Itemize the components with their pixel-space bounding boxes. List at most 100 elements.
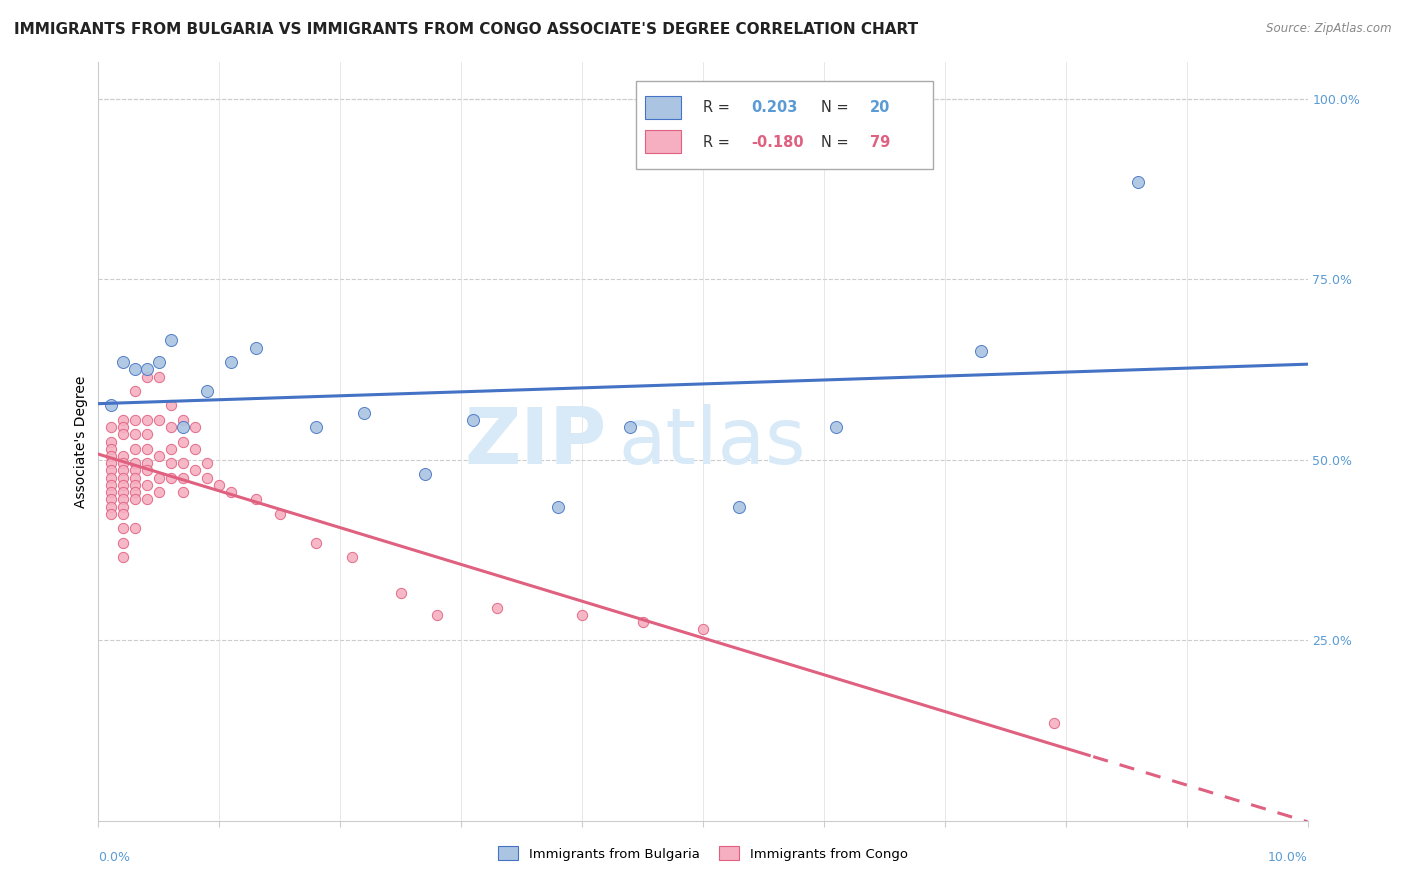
Point (1042, 716, 1064, 731)
Point (619, 420, 641, 434)
Point (160, 399, 183, 413)
Point (124, 413, 146, 427)
Point (389, 586, 412, 600)
Text: atlas: atlas (619, 403, 806, 480)
Point (547, 500, 569, 514)
Point (305, 420, 328, 434)
Point (100, 507, 122, 521)
Point (111, 485, 134, 500)
Point (148, 355, 170, 369)
Point (486, 600, 509, 615)
Point (111, 521, 134, 535)
Text: N =: N = (821, 101, 853, 115)
Point (148, 485, 170, 500)
Point (111, 550, 134, 565)
Point (100, 500, 122, 514)
Point (111, 470, 134, 484)
Point (172, 470, 194, 484)
Point (160, 456, 183, 470)
Point (426, 607, 449, 622)
Point (172, 420, 194, 434)
Point (195, 456, 218, 470)
Point (353, 406, 375, 420)
Text: -0.180: -0.180 (751, 135, 804, 150)
Point (135, 478, 157, 492)
Point (111, 492, 134, 507)
Text: 0.0%: 0.0% (98, 851, 131, 864)
Point (124, 463, 146, 477)
Text: 79: 79 (870, 135, 890, 150)
Point (124, 492, 146, 507)
Point (184, 442, 207, 456)
Text: Source: ZipAtlas.com: Source: ZipAtlas.com (1267, 22, 1392, 36)
Point (100, 399, 122, 413)
Text: 20: 20 (870, 101, 890, 115)
Point (825, 420, 848, 434)
Point (135, 463, 157, 477)
Text: R =: R = (703, 101, 734, 115)
Point (100, 449, 122, 463)
Point (413, 467, 436, 481)
Point (100, 463, 122, 477)
Point (148, 413, 170, 427)
Point (100, 434, 122, 449)
Text: 10.0%: 10.0% (1268, 851, 1308, 864)
Point (135, 456, 157, 470)
Point (135, 369, 157, 384)
Point (135, 362, 157, 376)
Point (208, 478, 231, 492)
Text: 0.203: 0.203 (751, 101, 797, 115)
Point (221, 355, 243, 369)
Point (124, 478, 146, 492)
Point (135, 427, 157, 442)
Point (269, 507, 291, 521)
Point (172, 456, 194, 470)
Text: R =: R = (703, 135, 734, 150)
Point (342, 550, 364, 565)
Point (135, 442, 157, 456)
Y-axis label: Associate's Degree: Associate's Degree (75, 376, 89, 508)
Point (245, 341, 267, 355)
Text: IMMIGRANTS FROM BULGARIA VS IMMIGRANTS FROM CONGO ASSOCIATE'S DEGREE CORRELATION: IMMIGRANTS FROM BULGARIA VS IMMIGRANTS F… (14, 22, 918, 37)
Point (111, 355, 134, 369)
Point (160, 442, 183, 456)
Point (124, 362, 146, 376)
Point (100, 478, 122, 492)
Point (100, 492, 122, 507)
Point (1128, 175, 1150, 189)
FancyBboxPatch shape (637, 81, 932, 169)
Point (124, 456, 146, 470)
Point (184, 463, 207, 477)
Point (111, 420, 134, 434)
Point (100, 485, 122, 500)
Point (124, 442, 146, 456)
Point (463, 413, 485, 427)
Legend: Immigrants from Bulgaria, Immigrants from Congo: Immigrants from Bulgaria, Immigrants fro… (492, 839, 914, 867)
Point (124, 427, 146, 442)
Point (221, 485, 243, 500)
Point (631, 615, 654, 629)
Point (148, 369, 170, 384)
Text: N =: N = (821, 135, 853, 150)
Point (111, 500, 134, 514)
Point (148, 449, 170, 463)
Point (111, 507, 134, 521)
Point (124, 470, 146, 484)
Point (160, 334, 183, 348)
Point (111, 456, 134, 470)
Point (148, 470, 170, 484)
Point (100, 470, 122, 484)
Point (245, 492, 267, 507)
Point (135, 413, 157, 427)
Point (111, 449, 134, 463)
Point (692, 622, 714, 636)
Point (160, 420, 183, 434)
Point (195, 470, 218, 484)
Text: ZIP: ZIP (464, 403, 606, 480)
Point (111, 413, 134, 427)
Point (160, 470, 183, 484)
FancyBboxPatch shape (645, 95, 682, 119)
Point (172, 413, 194, 427)
Point (571, 607, 593, 622)
Point (100, 442, 122, 456)
